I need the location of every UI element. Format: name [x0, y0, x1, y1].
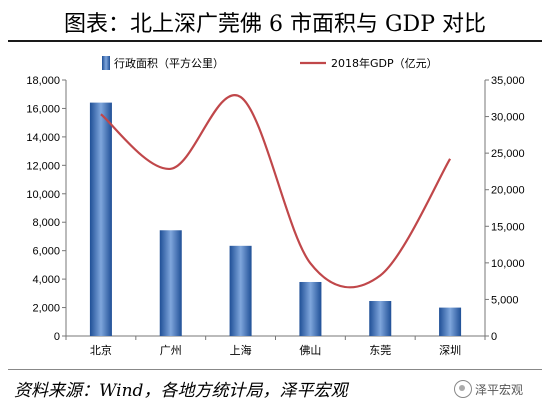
watermark: 泽平宏观 — [454, 380, 523, 398]
y-right-tick-label: 15,000 — [491, 221, 525, 233]
bar-3 — [299, 281, 322, 336]
y-left-tick-label: 16,000 — [26, 103, 60, 115]
y-left-tick-label: 2,000 — [32, 303, 60, 315]
y-left-tick-label: 18,000 — [26, 75, 60, 87]
y-left-tick-label: 4,000 — [32, 274, 60, 286]
bar-4 — [369, 301, 392, 336]
y-left-tick-label: 6,000 — [32, 246, 60, 258]
watermark-text: 泽平宏观 — [475, 382, 524, 397]
x-tick-label: 上海 — [230, 343, 252, 357]
chart-title: 图表：北上深广莞佛 6 市面积与 GDP 对比 — [64, 12, 486, 37]
x-tick-label: 广州 — [160, 344, 182, 357]
gdp-line — [100, 93, 452, 289]
bar-2 — [229, 245, 252, 336]
x-tick-label: 北京 — [90, 343, 112, 357]
y-right-tick-label: 20,000 — [491, 185, 525, 197]
source-note: 资料来源：Wind，各地方统计局，泽平宏观 — [14, 381, 348, 401]
y-right-tick-label: 5,000 — [491, 294, 519, 306]
chart: 0 2,000 4,000 6,000 8,000 10,000 12,000 14,000 1… — [26, 56, 525, 357]
title-rule — [8, 40, 542, 42]
x-tick-label: 东莞 — [369, 344, 391, 357]
y-right-tick-label: 30,000 — [491, 112, 525, 124]
bar-0 — [89, 102, 112, 336]
legend-bar-label: 行政面积（平方公里） — [114, 56, 224, 70]
y-left-tick-label: 8,000 — [32, 217, 60, 229]
y-left-tick-label: 0 — [54, 331, 60, 343]
y-left-tick-label: 12,000 — [26, 160, 60, 172]
x-tick-label: 深圳 — [439, 344, 461, 357]
wechat-logo-icon — [454, 380, 472, 398]
y-right-tick-label: 25,000 — [491, 148, 525, 160]
x-tick-label: 佛山 — [299, 344, 321, 357]
y-right-tick-label: 10,000 — [491, 258, 525, 270]
legend-bar-swatch — [102, 56, 110, 70]
y-left-tick-label: 10,000 — [26, 189, 60, 201]
legend-line-label: 2018年GDP（亿元） — [331, 56, 438, 70]
bar-1 — [159, 230, 182, 336]
y-right-tick-label: 35,000 — [491, 75, 525, 87]
bar-5 — [439, 307, 462, 336]
y-right-tick-label: 0 — [491, 331, 497, 343]
y-left-tick-label: 14,000 — [26, 132, 60, 144]
footer-rule — [8, 369, 542, 370]
